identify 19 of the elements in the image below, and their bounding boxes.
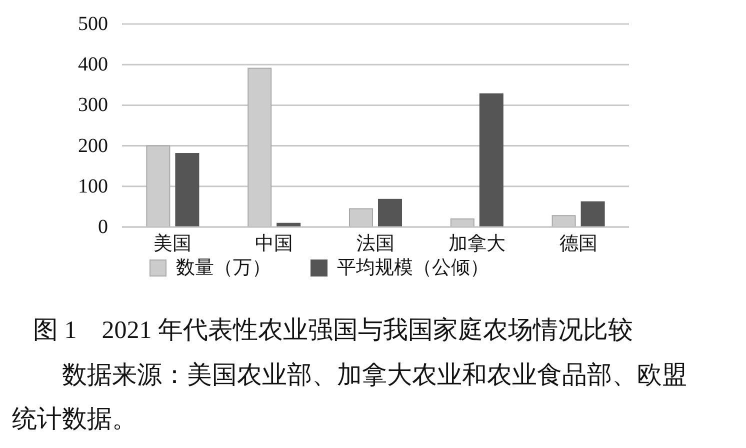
bar	[378, 198, 402, 228]
y-tick-label: 200	[78, 134, 108, 157]
y-tick-label: 400	[78, 54, 108, 76]
y-tick-label: 0	[98, 216, 108, 238]
x-tick-label: 加拿大	[448, 234, 506, 254]
y-tick-label: 100	[78, 175, 108, 198]
x-tick-label: 中国	[255, 234, 294, 254]
text: 图 1 2021 年代表性农业强国与我国家庭农场情况比较	[33, 316, 633, 346]
x-tick-label: 法国	[356, 234, 394, 254]
legend-label: 平均规模（公倾）	[337, 258, 489, 278]
y-tick-label: 300	[78, 94, 108, 116]
y-tick-label: 500	[78, 13, 108, 35]
legend-label: 数量（万）	[176, 258, 271, 278]
bar	[479, 93, 504, 228]
bar	[175, 153, 200, 228]
x-tick-label: 德国	[559, 234, 598, 254]
x-tick-label: 美国	[154, 232, 192, 254]
source-note: 数据来源：美国农业部、加拿大农业和农业食品部、欧盟统计数据。	[12, 360, 688, 435]
bar	[580, 201, 605, 228]
